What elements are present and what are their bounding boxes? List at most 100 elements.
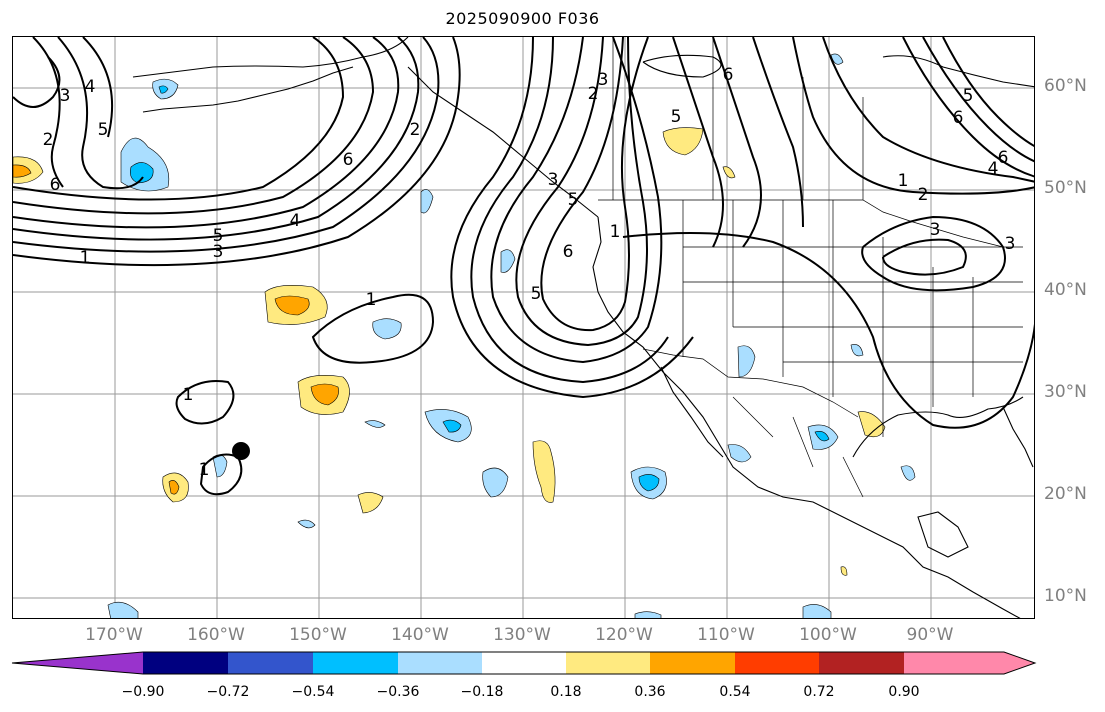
contour-line (13, 37, 420, 241)
colorbar-segments (12, 652, 1035, 674)
contour-line (622, 232, 1034, 429)
contour-label: 1 (183, 385, 194, 405)
contour-line (712, 37, 762, 248)
contour-label: 3 (1005, 234, 1016, 254)
anomaly-blob (168, 480, 180, 495)
florida (1002, 406, 1034, 468)
lat-label: 50°N (1044, 178, 1087, 198)
state-borders (682, 200, 1023, 437)
graticule (13, 37, 1034, 618)
colorbar-swatch (566, 652, 650, 674)
canada-provinces (612, 37, 864, 200)
colorbar-tick: 0.54 (719, 684, 751, 700)
contour-line (490, 37, 663, 364)
colorbar-tick: −0.90 (121, 684, 165, 700)
contour-line (311, 293, 435, 364)
contour-label: 3 (548, 170, 559, 190)
baja-peninsula (660, 366, 724, 458)
anomaly-blob (634, 611, 662, 618)
contour-line (861, 215, 1006, 292)
anomaly-blob (830, 53, 844, 65)
lon-label: 140°W (391, 625, 449, 645)
lon-label: 130°W (493, 625, 551, 645)
anomaly-blob (482, 467, 509, 498)
contour-label: 2 (918, 185, 929, 205)
contour-line (902, 37, 1034, 178)
yucatan (917, 511, 969, 558)
colorbar-swatch (398, 652, 482, 674)
contour-line (13, 37, 375, 215)
colorbar-tick: −0.54 (291, 684, 335, 700)
contour-label: 5 (671, 107, 682, 127)
contour-labels: 3 4 2 5 6 6 4 5 3 1 1 2 3 5 6 3 2 6 5 5 … (43, 65, 1016, 480)
contour-label: 3 (60, 86, 71, 106)
anomaly-blob (737, 345, 756, 378)
lon-label: 170°W (85, 625, 143, 645)
anomaly-blob (727, 444, 752, 463)
anomaly-blob (13, 164, 32, 178)
anomaly-blob (364, 420, 386, 428)
colorbar-outline (11, 651, 1037, 675)
anomaly-blob (310, 383, 339, 406)
contour-line (13, 37, 345, 201)
contour-label: 5 (531, 284, 542, 304)
contour-label: 3 (598, 70, 609, 90)
contour-label: 5 (213, 226, 224, 246)
anomaly-blob (500, 249, 516, 273)
anomaly-blob (900, 465, 916, 481)
lon-label: 100°W (799, 625, 857, 645)
contour-line (199, 453, 243, 496)
lon-label: 90°W (906, 625, 954, 645)
contour-line (13, 56, 61, 108)
contour-line (752, 37, 804, 228)
contour-label: 3 (213, 242, 224, 262)
colorbar (11, 651, 1037, 675)
contour-label: 2 (588, 84, 599, 104)
contour-line (470, 37, 669, 384)
colorbar-swatch (313, 652, 398, 674)
contour-line (942, 37, 1034, 147)
anomaly-blob (158, 85, 169, 94)
colorbar-tick: 0.36 (634, 684, 666, 700)
lon-label: 110°W (697, 625, 755, 645)
canada-islands (642, 54, 722, 78)
anomaly-blob (372, 318, 402, 340)
contour-label: 6 (998, 148, 1009, 168)
anomaly-blob (840, 566, 848, 576)
map-title: 2025090900 F036 (445, 9, 600, 28)
borders (598, 37, 1023, 498)
contour-line (82, 37, 114, 138)
anomaly-blob (722, 166, 736, 179)
contour-line (792, 37, 1034, 195)
colorbar-swatch (12, 652, 143, 674)
anomaly-blob (662, 127, 704, 156)
contour-label: 5 (98, 120, 109, 140)
anomaly-blob (297, 519, 316, 529)
colorbar-swatch (482, 652, 566, 674)
contour-line (57, 37, 144, 190)
lat-label: 60°N (1044, 76, 1087, 96)
anomaly-blob (814, 431, 830, 442)
anomaly-blob (532, 440, 556, 503)
contour-line (540, 37, 649, 332)
contour-label: 6 (953, 108, 964, 128)
colorbar-tick: −0.36 (376, 684, 420, 700)
contour-label: 2 (410, 120, 421, 140)
anomaly-blob (107, 601, 139, 618)
contour-line (450, 37, 694, 399)
contour-label: 4 (290, 211, 301, 231)
colorbar-swatch (143, 652, 228, 674)
lon-label: 120°W (595, 625, 653, 645)
contour-line (13, 37, 461, 267)
contour-line (515, 37, 648, 347)
contour-line (13, 37, 440, 253)
colorbar-tick: 0.18 (550, 684, 582, 700)
contour-label: 1 (610, 222, 621, 242)
coastlines (132, 37, 1034, 618)
anomaly-blob (442, 419, 462, 433)
lat-label: 40°N (1044, 280, 1087, 300)
contour-label: 6 (563, 242, 574, 262)
colorbar-tick: 0.72 (803, 684, 835, 700)
lon-label: 150°W (289, 625, 347, 645)
hudson-area (882, 55, 1034, 88)
